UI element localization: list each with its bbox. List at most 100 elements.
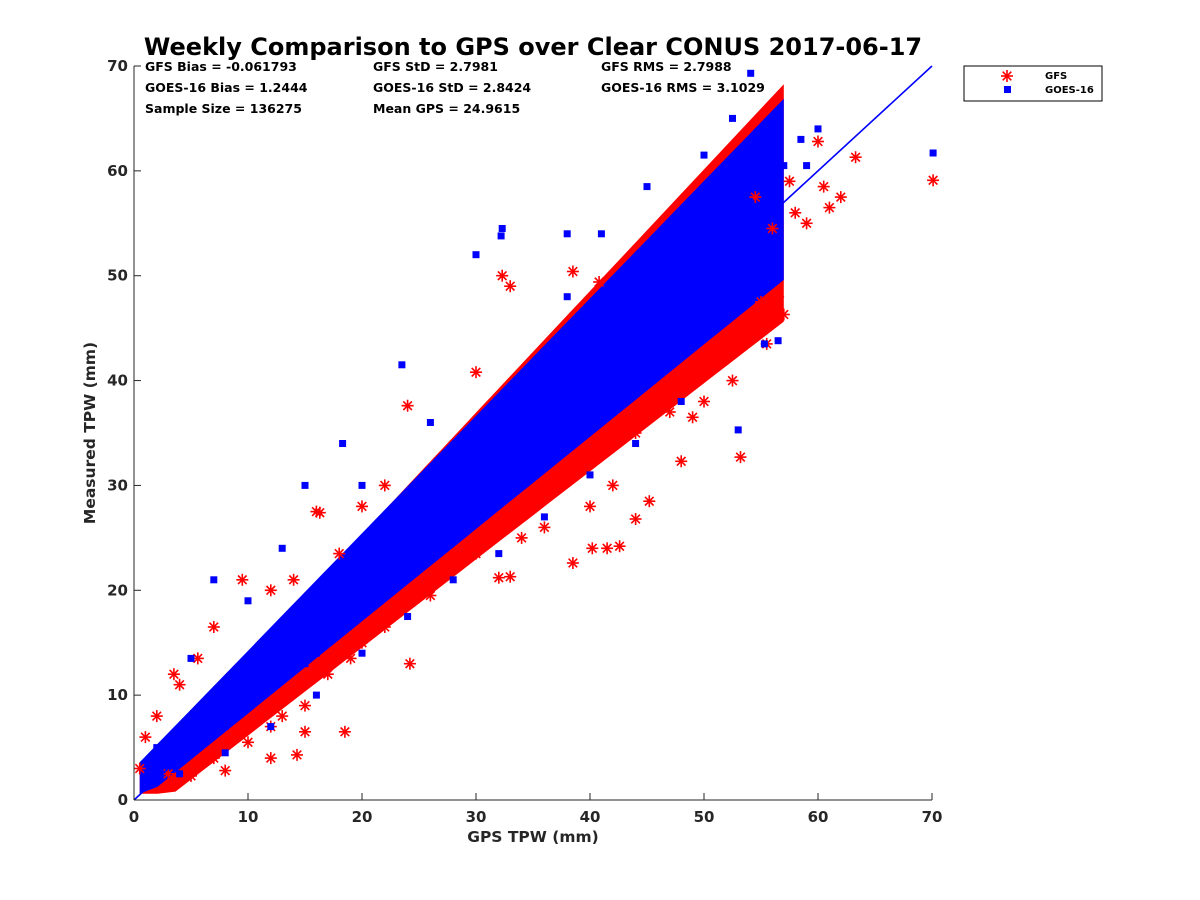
y-tick-label: 60 [107,162,128,180]
gfs-point [834,191,847,204]
gfs-point [139,731,152,744]
x-tick-label: 20 [352,808,373,826]
goes-point [518,408,526,416]
goes-point [929,149,937,157]
goes-point [198,702,206,710]
goes-point [415,544,423,552]
goes-point [563,293,571,301]
gfs-point [643,495,656,508]
gfs-point [766,222,779,235]
goes-point [540,513,548,521]
gfs-point [470,547,482,560]
goes-point [586,398,594,405]
y-tick-label: 10 [107,686,128,704]
x-tick-label: 0 [129,808,139,826]
gfs-point [264,584,277,597]
gfs-point [538,521,551,534]
goes-point [358,555,366,563]
goes-point [449,471,457,479]
goes-point [339,440,347,447]
y-tick-label: 30 [107,476,128,494]
gfs-point [378,621,391,633]
goes-point [278,544,286,552]
gfs-point [515,531,528,544]
gfs-point [593,276,606,288]
gfs-point [777,308,790,321]
goes-point [632,303,640,311]
goes-point [312,649,320,657]
gfs-point [496,269,509,282]
goes-point [746,198,754,206]
goes-point [563,230,571,238]
goes-point [632,440,640,447]
gfs-point [743,332,756,345]
goes-point [244,597,252,605]
goes-point [643,183,651,191]
goes-point [267,639,275,647]
gfs-point [755,295,767,308]
goes-point [700,240,708,248]
goes-point [426,419,434,426]
goes-point [654,282,662,290]
y-tick-label: 70 [107,57,128,75]
gfs-point [849,151,862,164]
goes-point [267,723,275,731]
goes-point [404,565,412,573]
gfs-point [333,547,346,560]
gfs-point [219,764,232,777]
goes-point [358,649,366,657]
x-tick-label: 40 [580,808,601,826]
gfs-point [586,542,599,555]
gfs-point [424,589,437,602]
stat-sample-size: Sample Size = 136275 [145,101,302,116]
gfs-point [191,652,204,665]
gfs-point [321,668,334,681]
gfs-point [264,752,277,765]
goes-density-band [139,98,784,794]
y-tick-label: 20 [107,581,128,599]
gfs-point [313,506,326,519]
y-axis-label: Measured TPW (mm) [81,342,99,524]
goes-point [586,471,594,479]
gfs-point [173,678,186,691]
goes-point [472,251,480,259]
gfs-point [789,206,802,219]
one-to-one-line [133,65,933,801]
goes-point [774,337,782,345]
goes-point [244,660,252,668]
gfs-point [344,652,357,665]
x-tick-label: 70 [922,808,943,826]
gfs-point [686,411,699,424]
gfs-point [698,395,710,408]
gfs-point [927,174,940,187]
goes-point [677,314,685,322]
gfs-point [613,540,626,553]
goes-point [563,366,571,374]
stat-goes-rms: GOES-16 RMS = 3.1029 [601,80,765,95]
gfs-point [726,374,739,387]
goes-point [404,613,412,620]
legend-goes-marker [1004,86,1011,93]
goes-point [814,125,822,133]
x-tick-label: 30 [466,808,487,826]
goes-point [472,450,480,458]
gfs-point [207,752,220,765]
goes-point [763,156,771,164]
gfs-point [772,290,785,303]
goes-point [335,576,343,584]
goes-point [529,440,537,447]
gfs-point [356,500,368,513]
goes-point [498,225,506,232]
x-tick-label: 10 [238,808,259,826]
goes-point [358,481,366,489]
gfs-point [291,748,303,761]
gfs-point [584,500,596,513]
gfs-point [403,657,416,670]
gfs-point [470,366,482,379]
goes-point [301,660,309,668]
legend: GFS GOES-16 [963,65,1103,102]
goes-point [398,361,406,369]
goes-point [780,162,788,170]
axis-ticks: 0 10 20 30 40 50 60 70 0 10 20 30 40 50 60 70 [107,57,942,826]
gfs-point [800,217,813,230]
